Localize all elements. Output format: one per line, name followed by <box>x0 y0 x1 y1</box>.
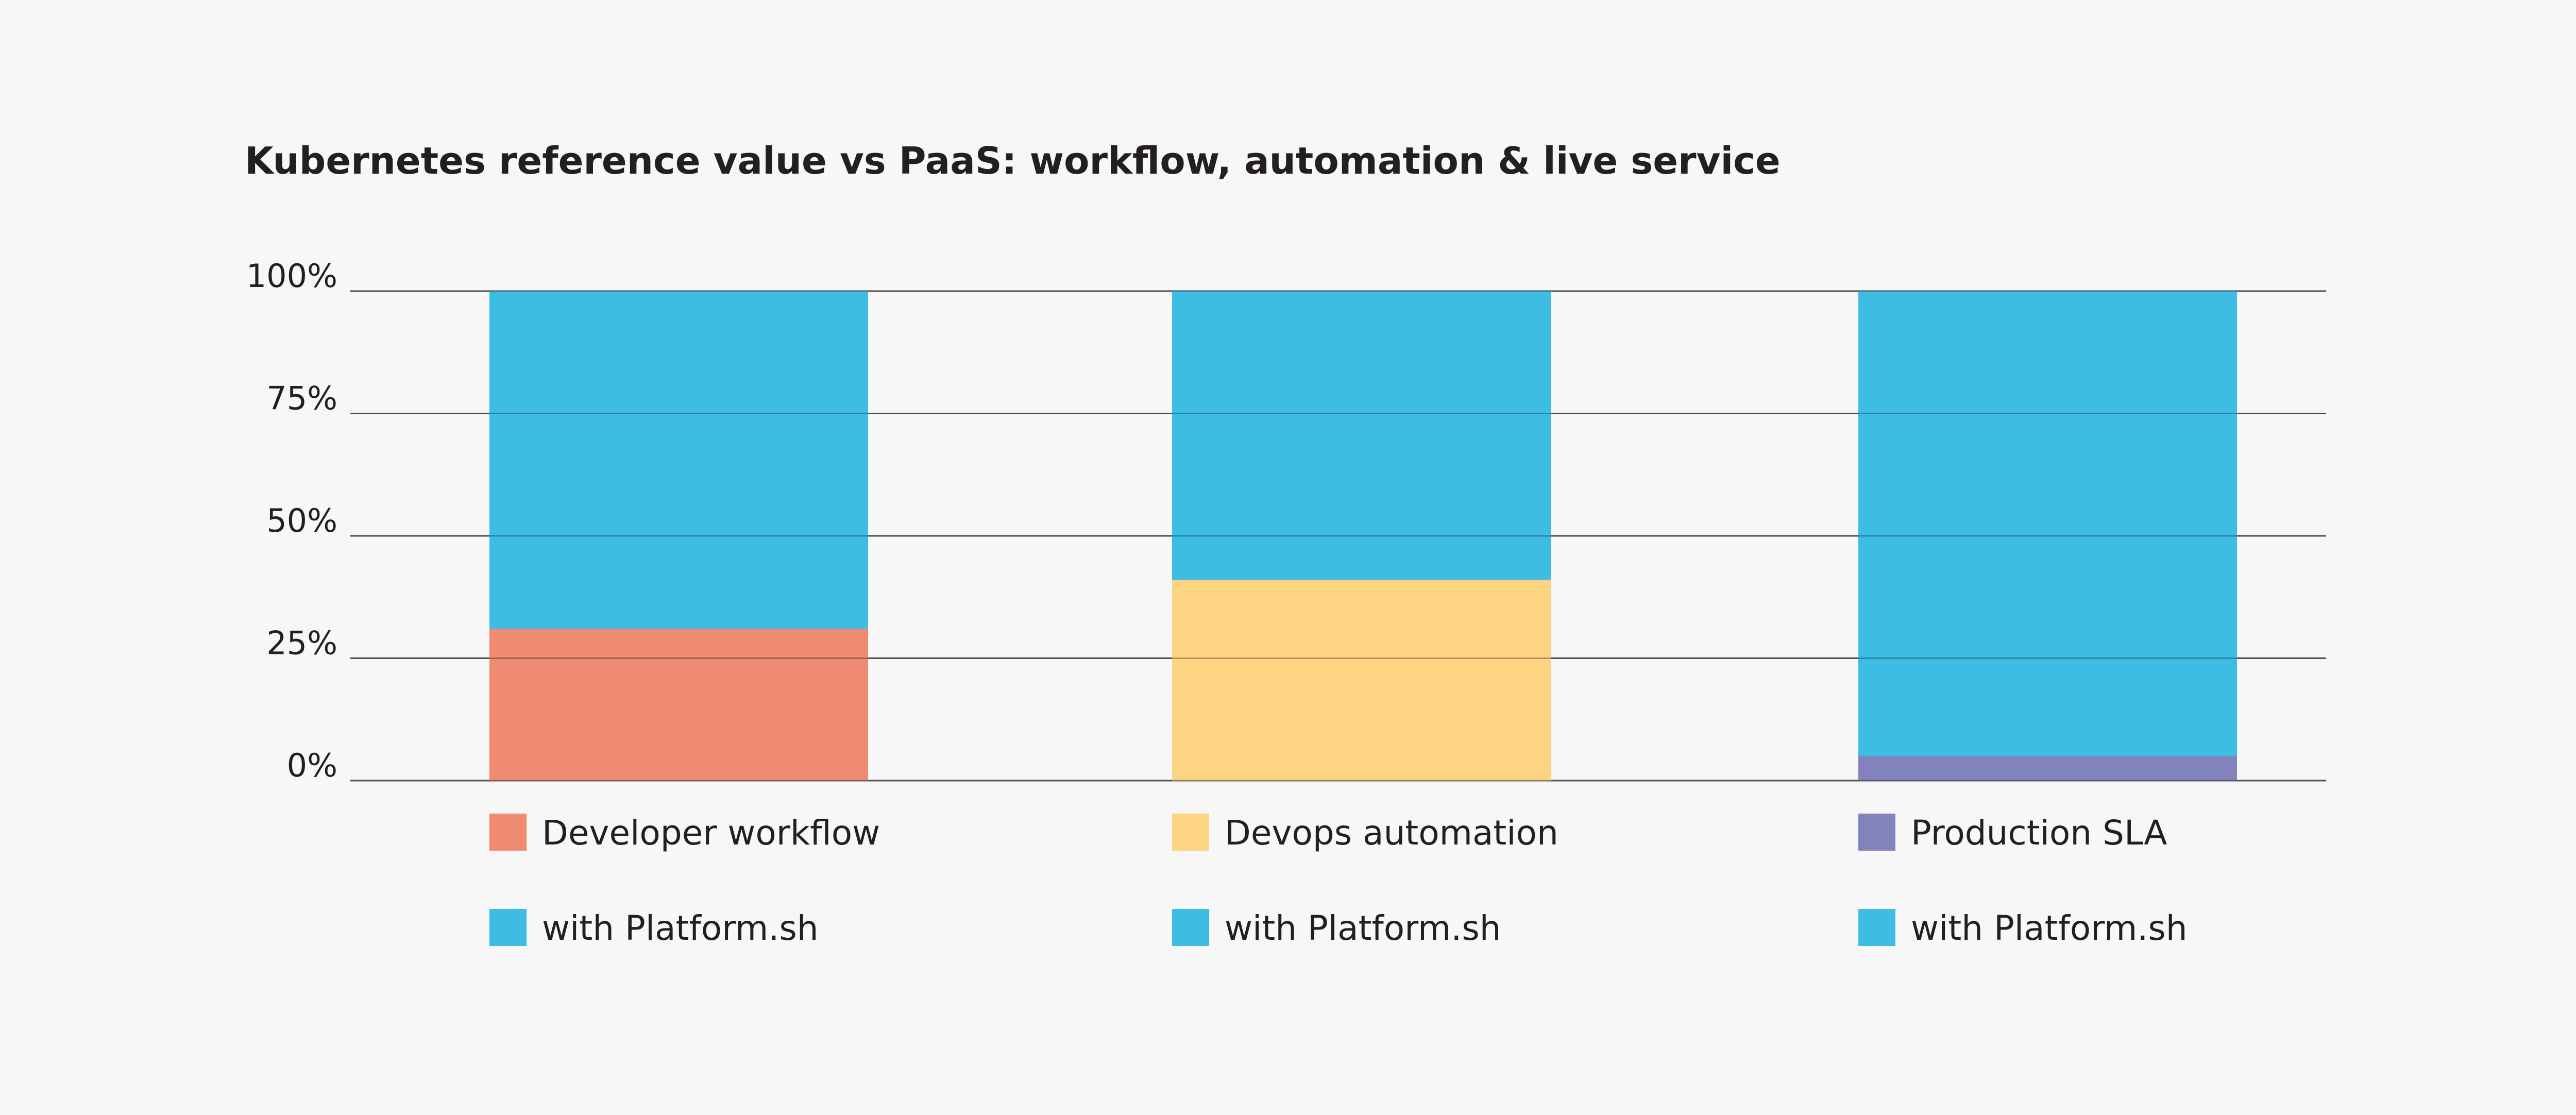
legend-label: with Platform.sh <box>1911 908 2188 948</box>
y-tick-label: 100% <box>246 257 337 295</box>
bar-segment <box>1858 756 2237 781</box>
bar-segment <box>489 629 868 781</box>
legend-swatch <box>1858 909 1895 946</box>
legend-swatch <box>1172 909 1209 946</box>
y-tick-label: 25% <box>266 624 337 662</box>
legend-label: Production SLA <box>1911 813 2167 853</box>
y-axis-ticks: 0% 25% 50% 75% 100% <box>246 257 337 784</box>
y-tick-label: 0% <box>287 747 337 784</box>
legend-swatch <box>489 909 527 946</box>
y-tick-label: 50% <box>266 502 337 539</box>
legend-swatch <box>489 814 527 851</box>
gridline-overlay <box>350 290 2326 782</box>
bars <box>350 290 2326 782</box>
legend-label: Developer workflow <box>542 813 880 853</box>
bar-segment <box>1172 580 1551 781</box>
bar-segment <box>1858 291 2237 756</box>
bar-segment <box>489 291 868 629</box>
chart-title: Kubernetes reference value vs PaaS: work… <box>245 139 1781 182</box>
legend-label: Devops automation <box>1225 813 1558 853</box>
legend: Developer workflow with Platform.sh Devops… <box>489 813 2188 948</box>
legend-label: with Platform.sh <box>542 908 819 948</box>
legend-label: with Platform.sh <box>1225 908 1501 948</box>
legend-swatch <box>1172 814 1209 851</box>
legend-swatch <box>1858 814 1895 851</box>
bar-segment <box>1172 291 1551 580</box>
y-tick-label: 75% <box>266 380 337 417</box>
